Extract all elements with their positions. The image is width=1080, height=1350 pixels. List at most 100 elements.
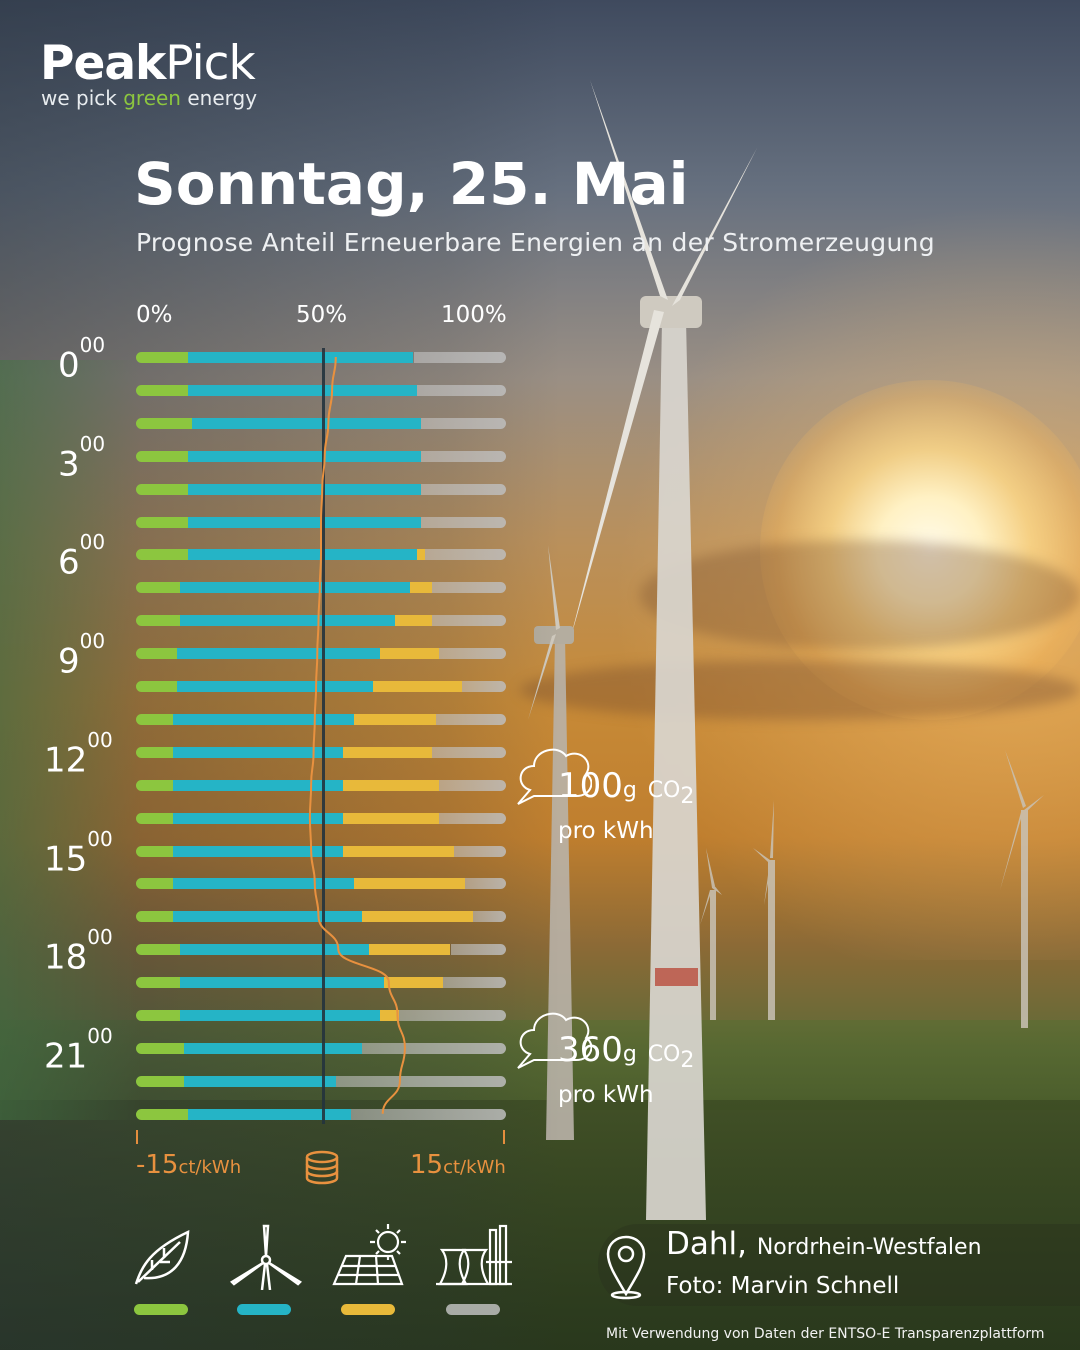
axis-tick-100: 100%	[441, 302, 507, 328]
solar-segment	[372, 681, 462, 692]
solar-segment	[361, 911, 473, 923]
biomass-segment	[136, 977, 181, 989]
bar-row-11	[136, 713, 506, 725]
solar-segment	[383, 977, 444, 989]
biomass-segment	[136, 450, 188, 462]
biomass-segment	[136, 944, 181, 956]
conventional-segment	[335, 1075, 506, 1087]
location-pin-icon	[606, 1235, 646, 1300]
bar-row-23	[136, 1108, 506, 1120]
page-subtitle: Prognose Anteil Erneuerbare Energien an …	[136, 228, 935, 257]
axis-tick-50: 50%	[296, 302, 348, 328]
data-source-credit: Mit Verwendung von Daten der ENTSO-E Tra…	[606, 1326, 1045, 1342]
biomass-segment	[136, 845, 173, 857]
bar-row-8	[136, 615, 506, 627]
biomass-segment	[136, 746, 173, 758]
wind-segment	[180, 977, 384, 989]
conventional-segment	[420, 483, 506, 495]
green-edge	[0, 360, 140, 1120]
bar-row-6	[136, 549, 506, 561]
conventional-segment	[472, 911, 506, 923]
wind-segment	[173, 713, 355, 725]
wind-segment	[176, 681, 373, 692]
legend-solar-swatch	[341, 1304, 395, 1315]
conventional-segment	[398, 1010, 506, 1021]
solar-segment	[343, 845, 455, 857]
field	[0, 1020, 1080, 1110]
wind-segment	[173, 812, 344, 824]
power-plant-icon	[436, 1224, 512, 1286]
price-tick-left	[136, 1130, 138, 1144]
hour-label-6: 600	[58, 530, 106, 583]
axis-tick-0: 0%	[136, 302, 173, 328]
wind-segment	[180, 615, 395, 627]
bar-row-9	[136, 648, 506, 660]
bar-row-17	[136, 911, 506, 923]
clouds	[520, 660, 1080, 720]
bar-row-14	[136, 812, 506, 824]
biomass-segment	[136, 549, 188, 561]
dark-overlay	[0, 0, 560, 1350]
bar-row-22	[136, 1075, 506, 1087]
bar-row-15	[136, 845, 506, 857]
conventional-segment	[450, 944, 506, 956]
conventional-segment	[432, 582, 506, 594]
solar-segment	[354, 713, 436, 725]
wind-segment	[184, 1075, 336, 1087]
biomass-segment	[136, 1075, 185, 1087]
bar-row-20	[136, 1010, 506, 1021]
bar-row-13	[136, 779, 506, 791]
hour-label-9: 900	[58, 629, 106, 682]
bar-row-16	[136, 878, 506, 890]
biomass-segment	[136, 384, 188, 396]
solar-segment	[409, 582, 432, 594]
solar-segment	[343, 779, 440, 791]
biomass-segment	[136, 812, 173, 824]
solar-segment	[417, 549, 425, 561]
conventional-segment	[413, 352, 506, 363]
photo-credit: Foto: Marvin Schnell	[666, 1273, 900, 1299]
biomass-segment	[136, 1108, 188, 1120]
conventional-segment	[424, 549, 506, 561]
bar-row-5	[136, 516, 506, 528]
biomass-segment	[136, 582, 181, 594]
wind-segment	[173, 779, 344, 791]
biomass-segment	[136, 483, 188, 495]
co2-value-low: 100g CO2	[558, 766, 695, 809]
bar-row-21	[136, 1042, 506, 1054]
fifty-percent-line	[322, 348, 325, 1124]
wind-segment	[173, 845, 344, 857]
conventional-segment	[361, 1042, 506, 1054]
biomass-segment	[136, 681, 177, 692]
conventional-segment	[420, 516, 506, 528]
biomass-segment	[136, 1042, 185, 1054]
biomass-segment	[136, 1010, 181, 1021]
biomass-segment	[136, 615, 181, 627]
bar-row-12	[136, 746, 506, 758]
biomass-segment	[136, 648, 177, 660]
price-line	[308, 356, 406, 1114]
biomass-segment	[136, 911, 173, 923]
clouds	[640, 540, 1080, 650]
co2-value-high: 360g CO2	[558, 1030, 695, 1073]
conventional-segment	[439, 648, 506, 660]
conventional-segment	[439, 779, 506, 791]
page-title: Sonntag, 25. Mai	[134, 150, 689, 218]
conventional-segment	[435, 713, 506, 725]
conventional-segment	[443, 977, 506, 989]
leaf-icon	[134, 1229, 190, 1285]
biomass-segment	[136, 779, 173, 791]
bar-row-10	[136, 681, 506, 692]
wind-segment	[187, 483, 421, 495]
conventional-segment	[461, 681, 506, 692]
wind-segment	[187, 450, 421, 462]
wind-segment	[191, 417, 421, 429]
bar-row-3	[136, 450, 506, 462]
legend-conventional-swatch	[446, 1304, 500, 1315]
hour-label-18: 1800	[44, 925, 113, 978]
conventional-segment	[454, 845, 506, 857]
hour-label-21: 2100	[44, 1023, 113, 1077]
wind-segment	[176, 648, 381, 660]
conventional-segment	[439, 812, 506, 824]
